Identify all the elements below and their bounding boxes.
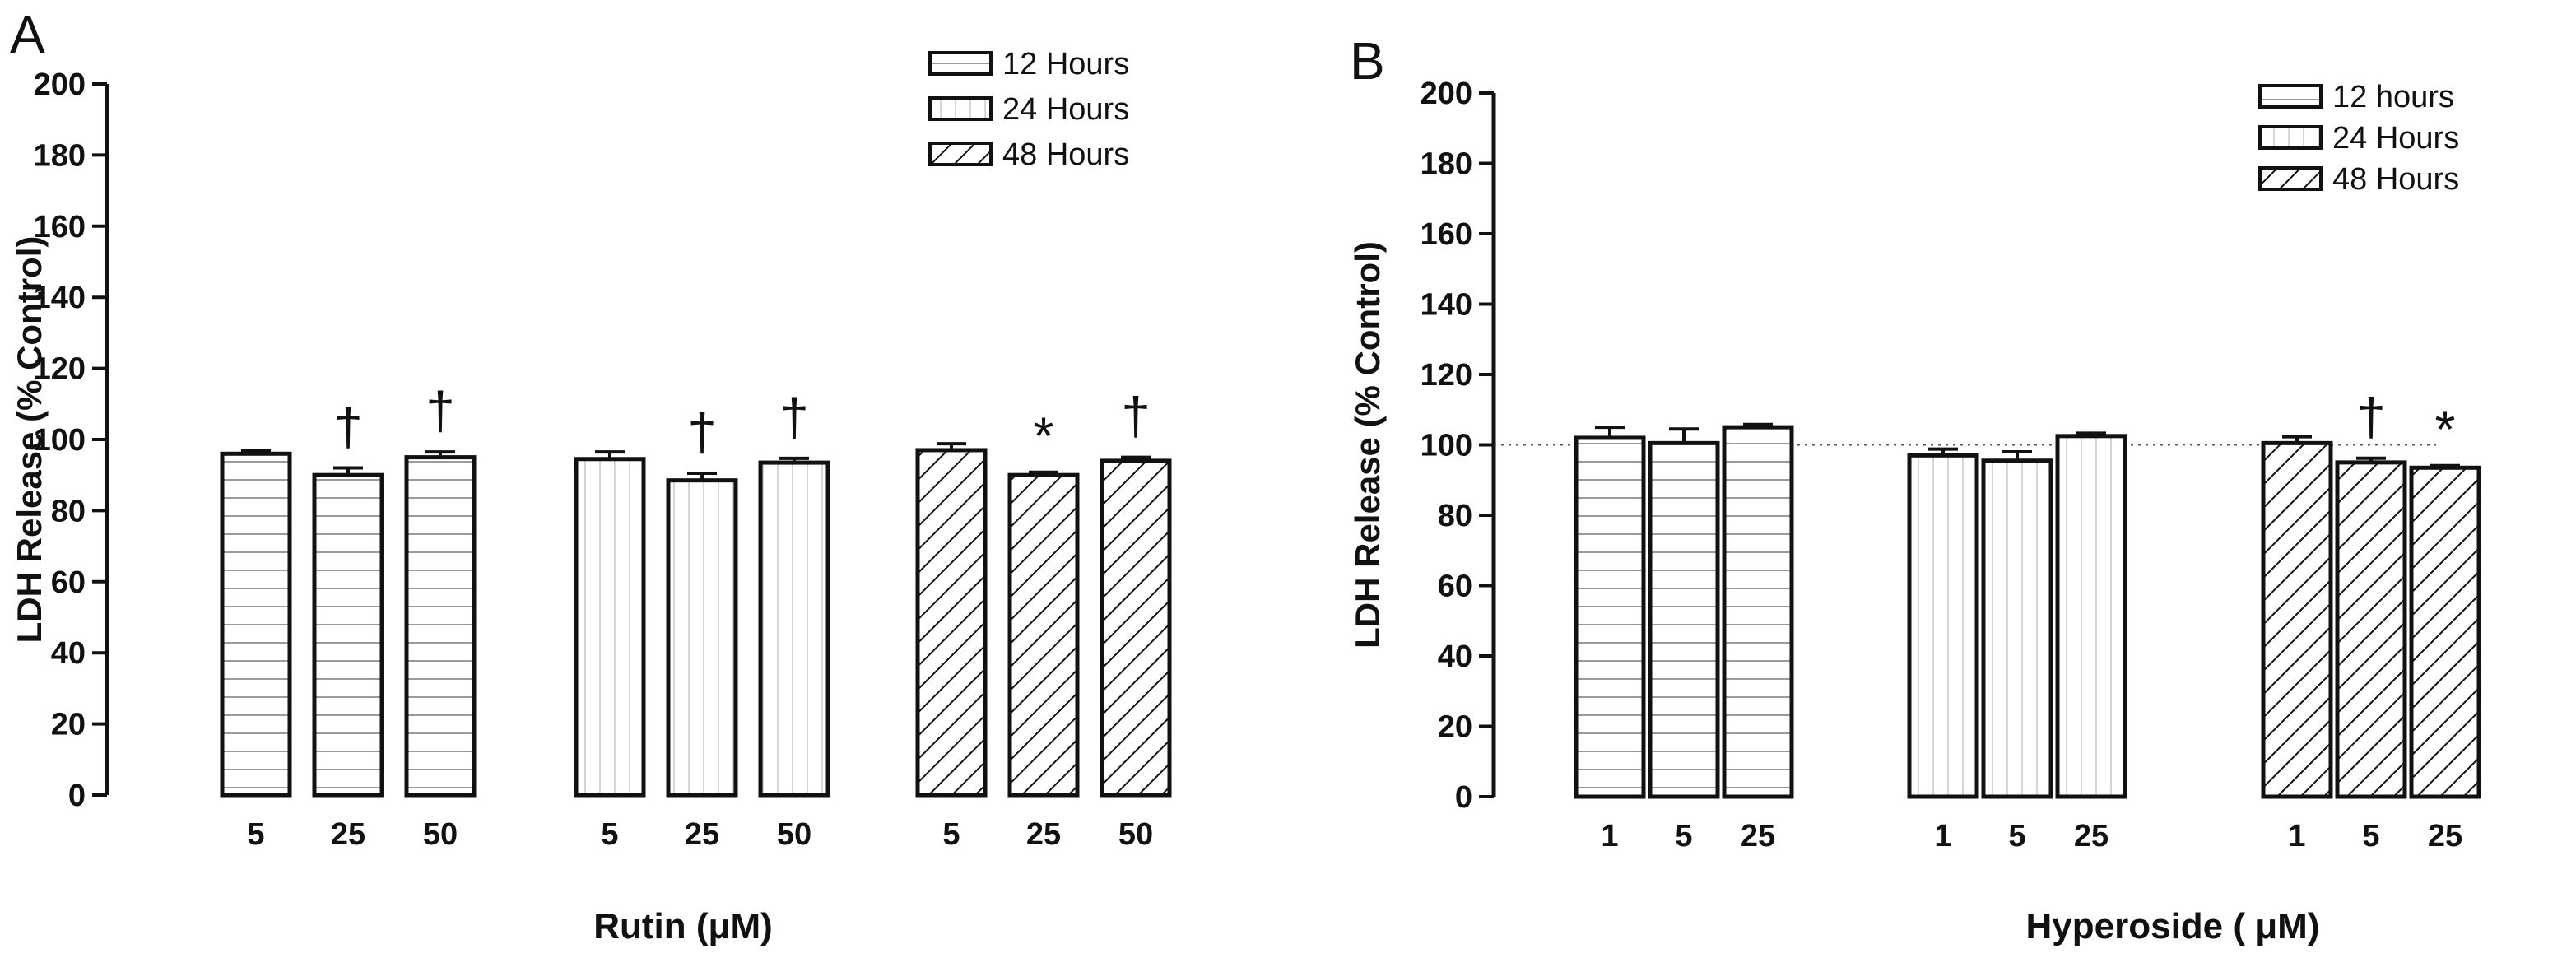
y-tick-label: 160 [34,210,86,244]
y-axis-title: LDH Release (% Control) [1348,241,1387,649]
bar [2409,465,2481,799]
chart-panel-a: A 0 20 40 60 80 100 120 140 160 180 200 LDH Release … [10,5,1172,946]
chart-panel-b: B 0 20 40 60 80 100 120 140 160 180 200 LDH Release … [1348,31,2481,946]
bar [1722,425,1794,799]
legend-label: 48 Hours [1002,137,1129,172]
legend-label: 24 Hours [2332,121,2459,156]
x-tick-label: 50 [423,817,458,852]
bar [2261,440,2333,799]
x-tick-label: 25 [1741,819,1775,853]
x-tick-label: 50 [1118,817,1153,852]
x-axis-title: Rutin (μM) [593,906,773,946]
y-tick-label: 40 [51,636,86,671]
x-tick-label: 25 [2428,819,2462,853]
y-tick-label: 60 [51,565,86,600]
significance-mark: † [425,381,455,440]
y-tick-label: 120 [1421,358,1472,393]
bar [758,460,830,798]
x-tick-label: 5 [2008,819,2025,853]
bar [2335,460,2407,799]
x-tick-label: 25 [2074,819,2109,853]
y-tick-label: 200 [34,67,86,102]
bar [2055,434,2127,799]
bar [915,448,988,798]
y-tick-label: 20 [51,708,86,742]
bar [1981,458,2053,799]
y-tick-label: 100 [34,423,86,458]
bar [1100,458,1172,798]
y-tick-label: 200 [1421,77,1472,111]
y-tick-label: 140 [1421,288,1472,323]
x-tick-label: 1 [2288,819,2305,853]
significance-mark: † [2356,388,2386,447]
bar [666,478,738,798]
bar [1648,440,1720,799]
x-tick-label: 25 [331,817,365,852]
y-tick-label: 100 [1421,429,1472,463]
legend-label: 12 Hours [1002,47,1129,81]
y-tick-label: 0 [68,779,86,813]
legend-swatch [928,51,993,76]
y-tick-label: 40 [1438,639,1472,674]
panel-letter: B [1350,31,1385,91]
y-tick-label: 20 [1438,710,1472,745]
x-tick-label: 1 [1601,819,1618,853]
x-axis-title: Hyperoside ( μM) [2026,906,2320,946]
legend-swatch [2258,166,2323,191]
x-tick-label: 25 [685,817,719,852]
significance-mark: † [687,402,717,462]
y-tick-label: 80 [1438,499,1472,533]
bar [404,455,477,798]
bar [312,472,384,798]
y-tick-label: 180 [1421,147,1472,182]
y-tick-label: 180 [34,138,86,173]
y-axis-title: LDH Release (% Control) [10,236,49,644]
x-tick-label: 5 [601,817,618,852]
legend-swatch [2258,125,2323,150]
x-tick-label: 5 [1675,819,1692,853]
x-tick-label: 50 [777,817,811,852]
x-tick-label: 5 [247,817,264,852]
legend-label: 24 Hours [1002,92,1129,127]
x-tick-label: 5 [2362,819,2379,853]
y-tick-label: 60 [1438,570,1472,604]
bar [220,451,292,798]
bar [574,457,646,798]
x-tick-label: 5 [942,817,960,852]
legend-label: 48 Hours [2332,162,2459,197]
bar [1907,453,1979,799]
y-tick-label: 80 [51,494,86,528]
x-tick-label: 25 [1026,817,1061,852]
bar [1007,472,1080,798]
y-tick-label: 0 [1455,780,1472,815]
significance-mark: † [333,398,363,457]
legend-swatch [2258,84,2323,109]
bar [1574,435,1646,799]
significance-mark: * [2435,400,2456,459]
legend-swatch [928,96,993,121]
y-tick-label: 140 [34,281,86,315]
significance-mark: * [1034,407,1054,466]
panel-letter: A [10,5,45,64]
legend-swatch [928,142,993,166]
significance-mark: † [779,388,809,447]
y-tick-label: 120 [34,352,86,387]
legend-label: 12 hours [2332,80,2454,114]
significance-mark: † [1121,387,1151,446]
x-tick-label: 1 [1934,819,1951,853]
y-tick-label: 160 [1421,217,1472,252]
